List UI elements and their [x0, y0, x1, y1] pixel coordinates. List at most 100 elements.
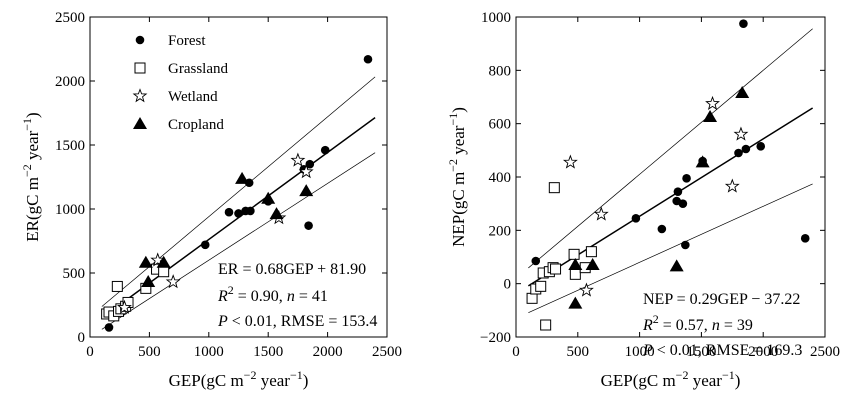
- x-tick-label: 1000: [625, 344, 655, 360]
- y-tick-label: 1000: [481, 10, 511, 26]
- point-forest: [741, 144, 751, 154]
- confidence-line-upper: [528, 28, 813, 269]
- point-wetland: [579, 282, 594, 297]
- legend: Forest Grassland Wetland Cropland: [132, 33, 228, 133]
- point-grassland: [158, 266, 170, 278]
- point-grassland: [585, 246, 597, 258]
- y-tick-label: 500: [63, 266, 86, 282]
- y-tick-label: −200: [480, 330, 511, 346]
- point-forest: [682, 174, 691, 183]
- point-cropland: [299, 184, 314, 197]
- y-tick-label: 2500: [55, 10, 85, 26]
- point-wetland: [733, 126, 749, 141]
- y-tick-label: 0: [78, 330, 86, 346]
- point-cropland: [568, 258, 583, 270]
- x-tick-label: 2500: [372, 344, 402, 360]
- point-wetland: [593, 206, 609, 221]
- point-grassland: [550, 263, 562, 275]
- point-wetland: [165, 274, 181, 289]
- point-cropland: [235, 171, 250, 184]
- confidence-line-lower: [101, 152, 376, 330]
- point-cropland: [735, 86, 750, 98]
- point-forest: [631, 214, 641, 223]
- point-forest: [681, 240, 690, 250]
- x-tick-label: 2000: [313, 344, 343, 360]
- point-cropland: [703, 110, 718, 122]
- panel-nep: 0 500 1000 1500 2000 2500−2000200400600800100…: [446, 10, 840, 390]
- point-cropland: [585, 258, 600, 270]
- point-cropland: [261, 191, 276, 204]
- y-tick-label: 400: [489, 170, 512, 186]
- point-cropland: [138, 255, 153, 268]
- point-forest: [531, 256, 541, 266]
- point-forest: [320, 145, 330, 155]
- x-tick-label: 500: [138, 344, 161, 360]
- y-axis-title: ER(gC m−2 year−1): [20, 112, 42, 241]
- annotation-2: R2 = 0.90, n = 41: [217, 283, 328, 305]
- point-forest: [800, 234, 810, 243]
- point-forest: [304, 221, 313, 230]
- x-tick-label: 2500: [810, 344, 840, 360]
- point-wetland: [298, 164, 314, 179]
- point-wetland: [290, 152, 306, 167]
- y-tick-label: 1500: [55, 138, 85, 154]
- point-forest: [739, 19, 748, 28]
- y-tick-label: 600: [489, 117, 512, 133]
- point-cropland: [156, 255, 171, 268]
- x-tick-label: 500: [567, 344, 590, 360]
- legend-label-wetland: Wetland: [168, 89, 218, 105]
- point-grassland: [111, 280, 123, 292]
- point-forest: [234, 209, 243, 218]
- annotation-3: P < 0.01, RMSE = 153.4: [217, 313, 377, 330]
- legend-marker-cropland: [133, 117, 147, 129]
- point-cropland: [269, 207, 284, 220]
- confidence-line-lower: [528, 183, 813, 314]
- annotation-3: P < 0.01, RMSE = 169.3: [642, 342, 802, 359]
- point-cropland: [669, 259, 684, 272]
- x-axis-title: GEP(gC m−2 year−1): [601, 368, 741, 390]
- point-grassland: [568, 248, 580, 260]
- point-forest: [363, 54, 373, 64]
- y-tick-label: 1000: [55, 202, 85, 218]
- panel-er: 0 500 1000 1500 2000 2500 0 500 1000 1500 2000 2500…: [20, 10, 402, 390]
- point-grassland: [540, 319, 552, 331]
- y-tick-label: 2000: [55, 74, 85, 90]
- point-forest: [678, 199, 688, 208]
- point-forest: [104, 323, 114, 332]
- y-tick-label: 0: [504, 277, 512, 293]
- plot-frame: [515, 16, 826, 338]
- point-grassland: [548, 182, 560, 194]
- y-tick-label: 800: [489, 63, 512, 79]
- point-forest: [734, 148, 743, 158]
- legend-marker-forest: [135, 35, 145, 45]
- x-tick-label: 1500: [253, 344, 283, 360]
- legend-marker-grassland: [134, 62, 146, 74]
- point-forest: [657, 224, 667, 234]
- point-forest: [246, 206, 255, 216]
- annotation-1: NEP = 0.29GEP − 37.22: [643, 291, 800, 308]
- point-grassland: [569, 268, 581, 280]
- legend-label-forest: Forest: [168, 33, 206, 49]
- y-tick-label: 200: [489, 223, 512, 239]
- y-axis-title: NEP(gC m−2 year−1): [446, 107, 468, 247]
- plot-frame: [89, 16, 388, 338]
- point-forest: [200, 240, 210, 250]
- confidence-line-upper: [101, 76, 376, 307]
- x-tick-label: 1000: [194, 344, 224, 360]
- point-forest: [224, 207, 234, 217]
- point-wetland: [562, 154, 578, 169]
- legend-marker-wetland: [132, 88, 148, 103]
- annotation-2: R2 = 0.57, n = 39: [642, 312, 753, 334]
- annotation-1: ER = 0.68GEP + 81.90: [218, 261, 366, 278]
- point-forest: [305, 159, 315, 169]
- x-axis-title: GEP(gC m−2 year−1): [169, 368, 309, 390]
- point-wetland: [117, 299, 132, 314]
- point-forest: [756, 142, 766, 151]
- point-forest: [673, 187, 683, 196]
- point-wetland: [705, 95, 720, 110]
- point-cropland: [568, 296, 583, 309]
- x-tick-label: 0: [86, 344, 94, 360]
- point-grassland: [526, 292, 538, 304]
- point-cropland: [695, 155, 710, 168]
